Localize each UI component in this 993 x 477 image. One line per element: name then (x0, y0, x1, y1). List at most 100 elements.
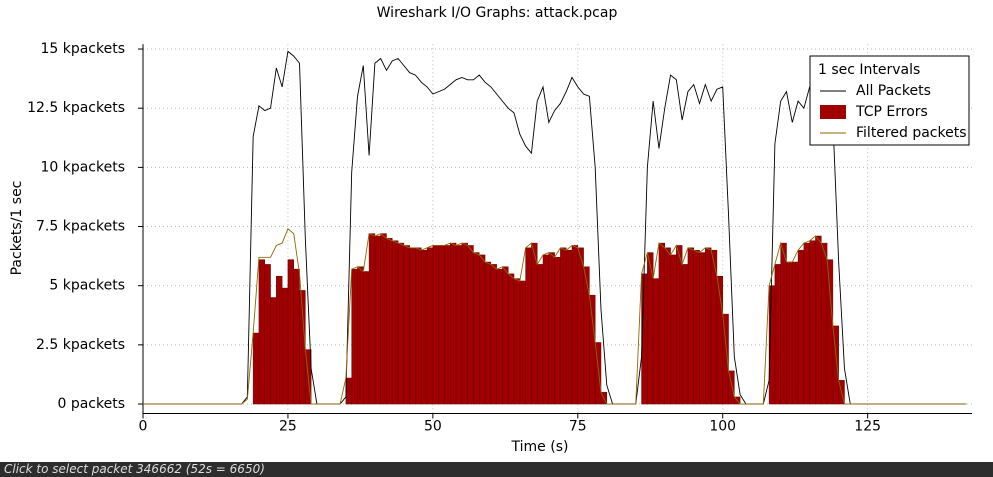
bar (577, 247, 584, 405)
bar (351, 268, 358, 405)
bar (374, 235, 381, 405)
bar (502, 266, 509, 405)
bar (363, 271, 370, 405)
bar (380, 233, 387, 405)
line (143, 228, 967, 405)
bar (293, 268, 300, 405)
bar (542, 254, 550, 405)
bar (507, 273, 515, 405)
bar (276, 275, 283, 405)
y-axis-label: Packets/1 sec (9, 181, 25, 276)
y-tick-label: 15 kpackets (40, 41, 125, 57)
bar (258, 259, 265, 405)
bar (583, 266, 590, 405)
bar (461, 242, 468, 405)
x-tick-label: 25 (279, 419, 297, 435)
bar (664, 247, 671, 405)
bar (774, 264, 781, 405)
x-tick-label: 0 (139, 419, 148, 435)
y-tick-label: 2.5 kpackets (36, 337, 125, 353)
bar (676, 245, 683, 405)
bar (432, 245, 439, 405)
x-tick-label: 100 (709, 419, 736, 435)
bar (832, 325, 839, 405)
bar (264, 264, 271, 405)
bar (415, 247, 422, 405)
bar (386, 238, 393, 405)
bar (792, 261, 799, 405)
bar (490, 264, 497, 405)
bar (478, 254, 486, 405)
legend-label: Filtered packets (856, 125, 966, 141)
plot-area: 0 packets 2.5 kpackets 5 kpackets 7.5 kpack… (27, 41, 972, 435)
bar (519, 280, 526, 405)
bar (687, 247, 694, 405)
legend-label: All Packets (856, 83, 931, 99)
bar (548, 252, 555, 405)
y-tick-label: 0 packets (57, 396, 125, 412)
bar (554, 257, 561, 405)
bar (815, 235, 822, 405)
bar (693, 249, 700, 405)
bar (571, 245, 579, 405)
bar (421, 249, 428, 405)
bar (589, 294, 596, 405)
bar (699, 252, 706, 405)
bar (560, 247, 567, 405)
legend-swatch (820, 105, 846, 119)
legend: 1 sec Intervals All Packets TCP Errors Filt… (809, 55, 970, 146)
y-tick-label: 12.5 kpackets (27, 100, 125, 116)
bar (658, 242, 665, 405)
bar (531, 242, 538, 405)
bar (444, 245, 451, 405)
bar (496, 268, 503, 405)
bar (397, 242, 405, 405)
bar (473, 252, 480, 405)
bar (426, 247, 434, 405)
bar (652, 278, 660, 405)
bar (467, 245, 474, 405)
x-tick-label: 50 (424, 419, 442, 435)
y-tick-label: 7.5 kpackets (36, 219, 125, 235)
bar (722, 313, 729, 405)
bar (392, 240, 399, 405)
bar (594, 342, 602, 405)
legend-box (809, 55, 970, 146)
bar (252, 332, 260, 405)
bar (797, 249, 805, 405)
bar (345, 377, 352, 405)
bar (455, 245, 463, 405)
bar (786, 261, 793, 405)
bar (728, 370, 735, 405)
bar (513, 278, 521, 405)
x-tick-label: 75 (569, 419, 587, 435)
bar (826, 259, 834, 405)
bar (450, 242, 457, 405)
legend-label: TCP Errors (855, 104, 928, 120)
x-tick-label: 125 (854, 419, 881, 435)
status-bar: Click to select packet 346662 (52s = 665… (0, 462, 993, 477)
bar (409, 247, 416, 405)
bar (484, 261, 492, 405)
bar (670, 254, 677, 405)
bar (368, 233, 376, 405)
bar (281, 287, 289, 405)
y-tick-label: 10 kpackets (40, 159, 125, 175)
chart-title: Wireshark I/O Graphs: attack.pcap (377, 5, 618, 21)
x-axis-label: Time (s) (511, 439, 569, 455)
bar (403, 245, 410, 405)
chart: Wireshark I/O Graphs: attack.pcap Time (… (9, 5, 972, 455)
bar (357, 266, 364, 405)
y-tick-label: 5 kpackets (49, 278, 125, 294)
bar (536, 264, 544, 405)
bar (780, 242, 787, 405)
legend-title: 1 sec Intervals (818, 62, 920, 78)
bar (525, 247, 532, 405)
bar (705, 247, 712, 405)
bar (438, 245, 445, 405)
bar (287, 259, 294, 405)
bar (821, 242, 828, 405)
bar (565, 249, 573, 405)
bar (809, 240, 816, 405)
